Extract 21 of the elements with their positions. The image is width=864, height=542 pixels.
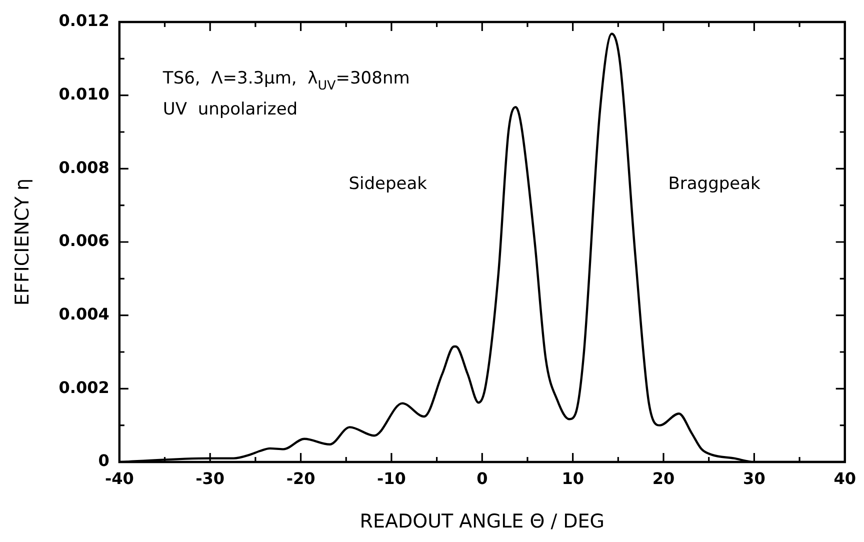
- x-tick-label: 40: [834, 468, 856, 488]
- y-axis-title: EFFICIENCY η: [11, 178, 34, 306]
- x-tick-label: 20: [652, 468, 675, 488]
- y-tick-label: 0.004: [58, 304, 110, 324]
- y-tick-label: 0.002: [58, 378, 110, 397]
- x-tick-label: 10: [562, 468, 584, 488]
- x-tick-label: -30: [196, 468, 225, 488]
- x-tick-label: -40: [104, 468, 134, 488]
- y-tick-label: 0.008: [58, 158, 110, 177]
- x-axis-title: READOUT ANGLE Θ / DEG: [360, 510, 604, 533]
- y-tick-label: 0.006: [58, 231, 110, 250]
- y-tick-label: 0.012: [58, 11, 110, 30]
- x-tick-label: 0: [476, 468, 488, 488]
- x-tick-label: -20: [286, 468, 316, 488]
- x-tick-label: 30: [743, 468, 766, 488]
- annotation: Braggpeak: [668, 174, 761, 194]
- annotation: Sidepeak: [348, 174, 428, 194]
- x-tick-label: -10: [377, 468, 406, 488]
- y-tick-label: 0: [98, 451, 110, 470]
- annotation: UV unpolarized: [162, 99, 298, 120]
- y-tick-label: 0.010: [58, 84, 110, 104]
